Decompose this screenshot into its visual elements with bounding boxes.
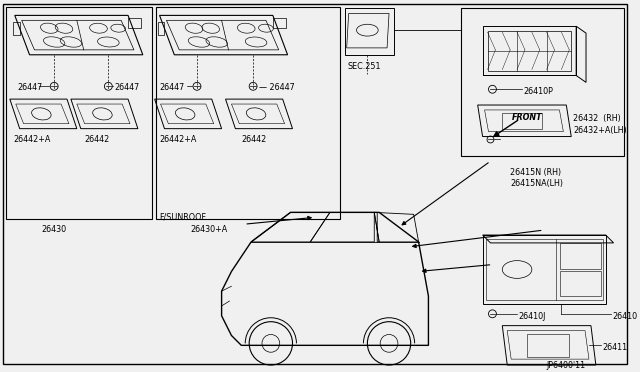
Bar bbox=[561, 243, 601, 269]
Text: — 26447: — 26447 bbox=[259, 83, 295, 92]
Bar bbox=[483, 235, 605, 304]
Text: JP6400'11: JP6400'11 bbox=[547, 361, 586, 370]
Text: 26410: 26410 bbox=[612, 312, 637, 321]
Text: 26430: 26430 bbox=[42, 225, 67, 234]
Text: 26432  (RH): 26432 (RH) bbox=[573, 114, 621, 123]
Text: 26442+A: 26442+A bbox=[159, 135, 197, 144]
Bar bbox=[486, 239, 603, 300]
Text: 26442: 26442 bbox=[241, 135, 266, 144]
Text: FRONT: FRONT bbox=[512, 113, 543, 122]
Text: 26447: 26447 bbox=[115, 83, 140, 92]
Text: 26442+A: 26442+A bbox=[14, 135, 51, 144]
Bar bbox=[156, 7, 340, 219]
Bar bbox=[273, 18, 285, 28]
Bar bbox=[157, 22, 164, 35]
Text: 26410P: 26410P bbox=[523, 87, 553, 96]
Text: 26410J: 26410J bbox=[518, 312, 545, 321]
Bar bbox=[13, 22, 20, 35]
Text: 26430+A: 26430+A bbox=[190, 225, 227, 234]
Bar bbox=[128, 18, 141, 28]
Bar bbox=[345, 9, 394, 55]
Text: 26442: 26442 bbox=[84, 135, 110, 144]
Text: 26447: 26447 bbox=[18, 83, 43, 92]
Text: SEC.251: SEC.251 bbox=[348, 62, 381, 71]
Text: 26415NA(LH): 26415NA(LH) bbox=[510, 179, 563, 188]
Bar bbox=[527, 334, 569, 357]
Text: F/SUNROOF: F/SUNROOF bbox=[159, 212, 207, 221]
Text: 26447: 26447 bbox=[159, 83, 185, 92]
Text: 26415N (RH): 26415N (RH) bbox=[510, 168, 561, 177]
Bar bbox=[502, 113, 541, 129]
Text: 26432+A(LH): 26432+A(LH) bbox=[573, 126, 627, 135]
Bar bbox=[6, 7, 152, 219]
Bar bbox=[461, 9, 625, 156]
Bar bbox=[561, 272, 601, 296]
Bar bbox=[488, 31, 572, 71]
Text: 26411: 26411 bbox=[603, 343, 628, 352]
